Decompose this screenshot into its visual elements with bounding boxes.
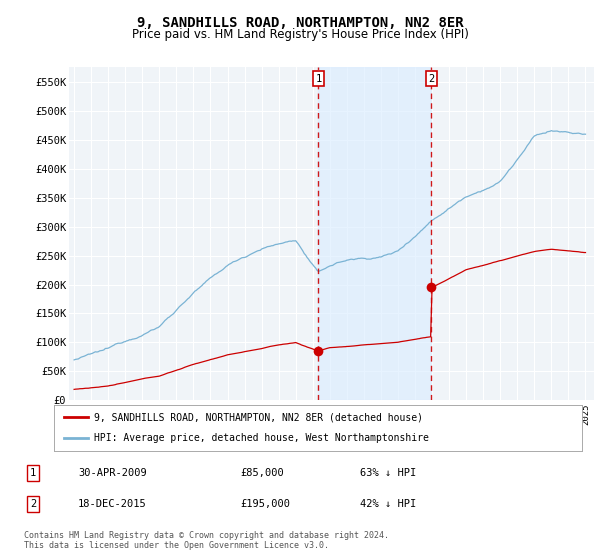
Bar (319, 67, 431, 400)
Text: 1: 1 (30, 468, 36, 478)
Text: 42% ↓ HPI: 42% ↓ HPI (360, 499, 416, 509)
Text: £85,000: £85,000 (240, 468, 284, 478)
Text: 9, SANDHILLS ROAD, NORTHAMPTON, NN2 8ER: 9, SANDHILLS ROAD, NORTHAMPTON, NN2 8ER (137, 16, 463, 30)
Text: HPI: Average price, detached house, West Northamptonshire: HPI: Average price, detached house, West… (94, 433, 428, 444)
Text: £195,000: £195,000 (240, 499, 290, 509)
Text: Price paid vs. HM Land Registry's House Price Index (HPI): Price paid vs. HM Land Registry's House … (131, 28, 469, 41)
Text: 18-DEC-2015: 18-DEC-2015 (78, 499, 147, 509)
Text: 9, SANDHILLS ROAD, NORTHAMPTON, NN2 8ER (detached house): 9, SANDHILLS ROAD, NORTHAMPTON, NN2 8ER … (94, 412, 422, 422)
Text: 2: 2 (428, 74, 434, 84)
Text: 1: 1 (315, 74, 322, 84)
Text: Contains HM Land Registry data © Crown copyright and database right 2024.
This d: Contains HM Land Registry data © Crown c… (24, 531, 389, 550)
Text: 2: 2 (30, 499, 36, 509)
Text: 30-APR-2009: 30-APR-2009 (78, 468, 147, 478)
Text: 63% ↓ HPI: 63% ↓ HPI (360, 468, 416, 478)
